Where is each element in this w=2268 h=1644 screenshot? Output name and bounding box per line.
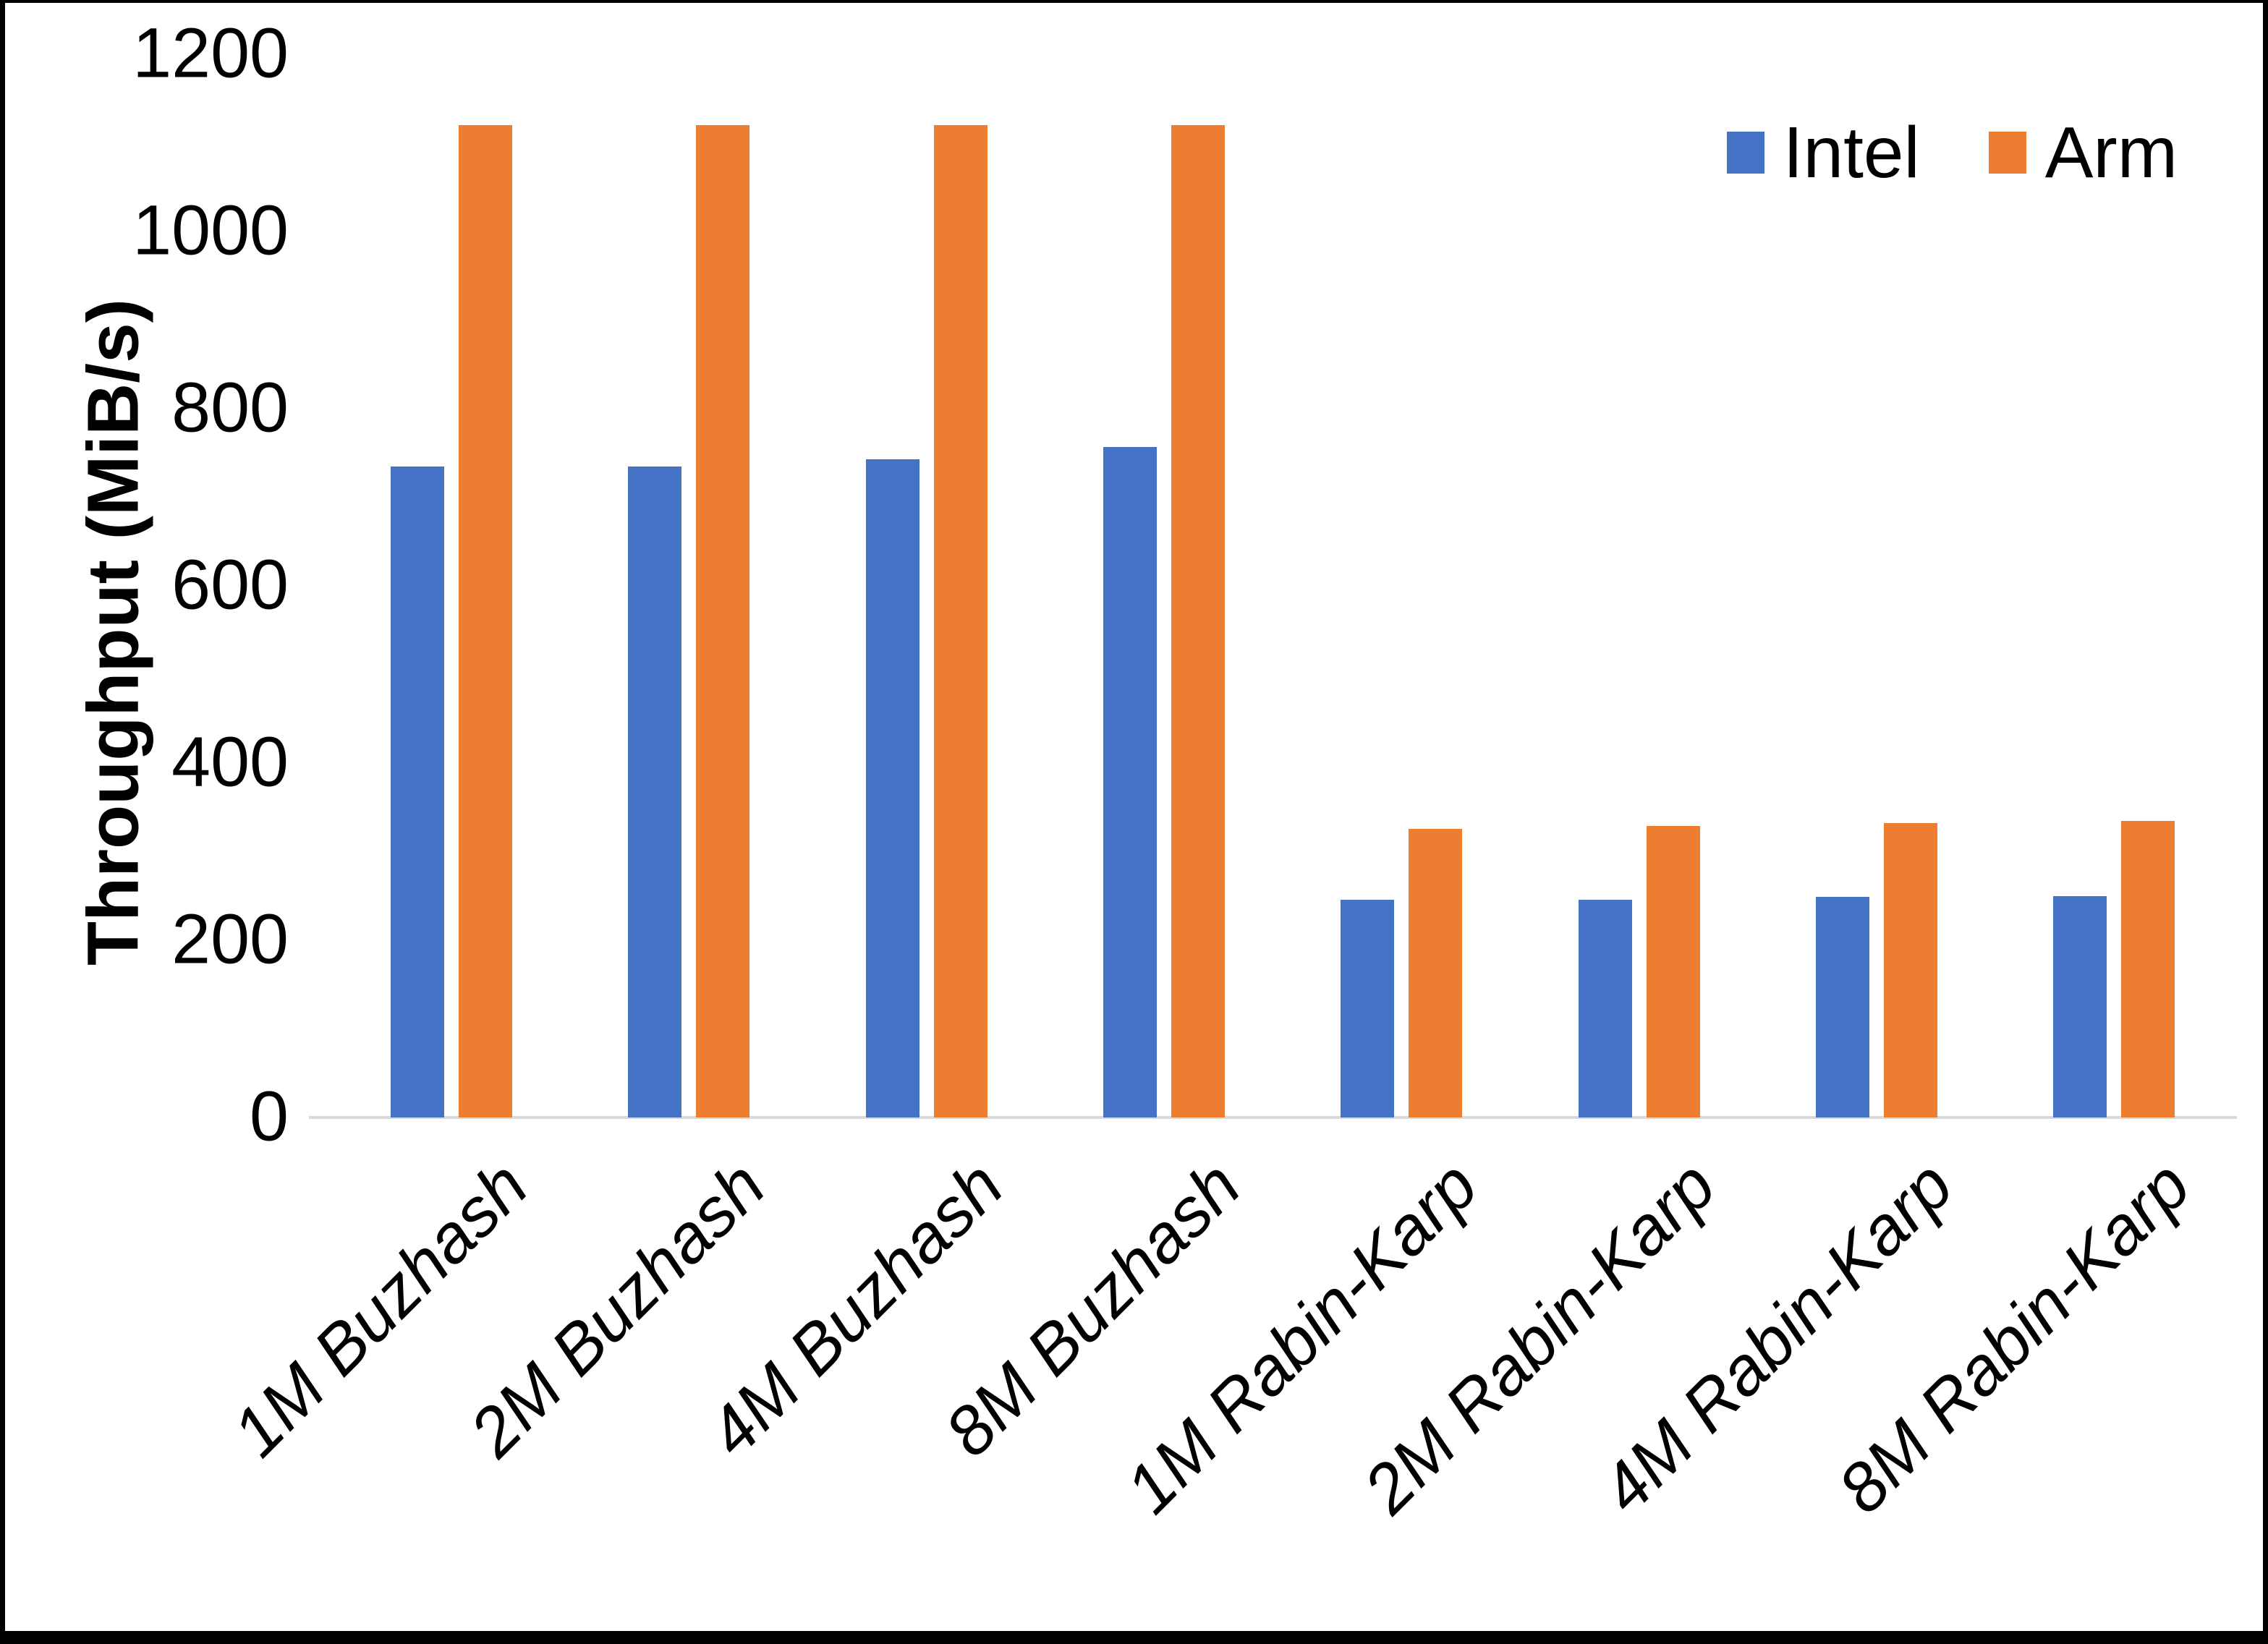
bar-arm-8m-buzhash	[1171, 125, 1225, 1117]
y-tick-label-0: 0	[250, 1076, 289, 1156]
bar-intel-2m-buzhash	[628, 466, 682, 1117]
bar-intel-1m-rabin-karp	[1341, 899, 1395, 1117]
bar-intel-2m-rabin-karp	[1578, 899, 1632, 1117]
legend-swatch-intel	[1726, 132, 1764, 174]
bar-intel-8m-buzhash	[1103, 446, 1157, 1117]
bar-arm-2m-rabin-karp	[1646, 825, 1700, 1117]
legend-label-intel: Intel	[1783, 112, 1920, 193]
bar-intel-8m-rabin-karp	[2053, 895, 2107, 1117]
y-tick-label-200: 200	[171, 899, 289, 979]
x-axis-line	[309, 1116, 2237, 1119]
y-tick-label-800: 800	[171, 367, 289, 447]
legend-item-intel: Intel	[1726, 112, 1920, 193]
bar-arm-2m-buzhash	[696, 125, 750, 1117]
legend-item-arm: Arm	[1988, 112, 2178, 193]
y-tick-label-1200: 1200	[132, 13, 289, 93]
bar-intel-4m-rabin-karp	[1815, 896, 1869, 1117]
legend: Intel Arm	[1726, 112, 2178, 193]
legend-swatch-arm	[1988, 132, 2026, 174]
y-tick-label-1000: 1000	[132, 190, 289, 270]
legend-label-arm: Arm	[2044, 112, 2178, 193]
bar-arm-4m-buzhash	[933, 125, 988, 1117]
y-tick-label-600: 600	[171, 545, 289, 624]
bar-arm-8m-rabin-karp	[2121, 820, 2175, 1117]
bar-arm-4m-rabin-karp	[1883, 823, 1937, 1117]
bar-intel-1m-buzhash	[391, 466, 444, 1117]
bar-intel-4m-buzhash	[865, 459, 919, 1117]
bar-arm-1m-rabin-karp	[1409, 828, 1463, 1117]
y-tick-label-400: 400	[171, 722, 289, 801]
bar-arm-1m-buzhash	[459, 125, 512, 1117]
